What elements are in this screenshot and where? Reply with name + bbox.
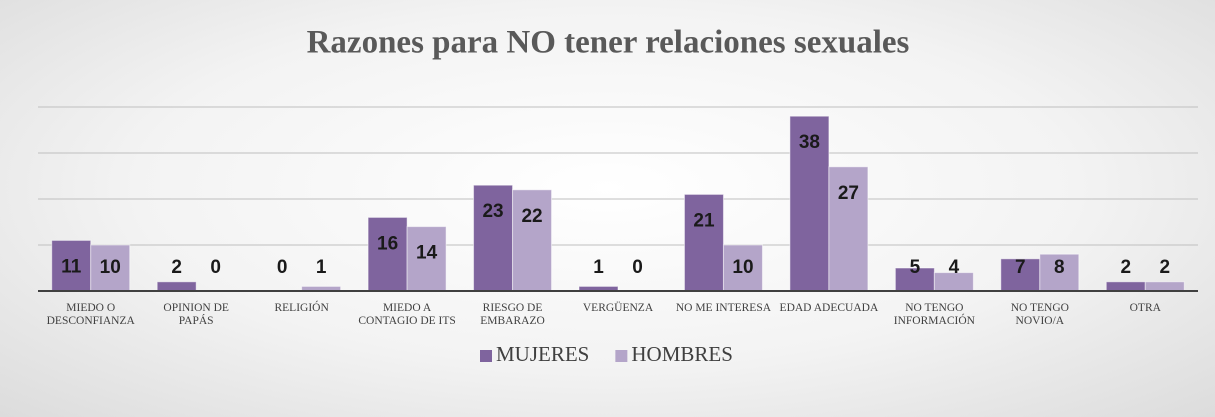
data-label: 11	[61, 256, 82, 277]
chart-title: Razones para NO tener relaciones sexuale…	[307, 25, 910, 61]
data-label: 2	[1159, 257, 1170, 278]
legend-swatch	[615, 350, 628, 362]
data-label: 16	[377, 233, 398, 254]
data-label: 10	[732, 257, 753, 278]
data-label: 4	[949, 257, 960, 278]
bar	[683, 193, 724, 292]
x-tick-label: MIEDO O DESCONFIANZA	[46, 302, 135, 327]
legend-label: MUJERES	[496, 342, 589, 366]
x-tick-label: VERGÜENZA	[582, 302, 654, 314]
data-label: 7	[1015, 257, 1026, 278]
data-label: 5	[910, 257, 921, 278]
bar	[828, 166, 869, 292]
bar	[156, 281, 197, 292]
bar	[1105, 281, 1146, 292]
data-label: 38	[799, 132, 820, 153]
bar	[367, 216, 408, 292]
data-label: 1	[316, 257, 327, 278]
bar	[789, 115, 830, 292]
data-label: 27	[838, 183, 859, 204]
x-tick-label: OTRA	[1129, 302, 1161, 314]
data-label: 2	[1120, 257, 1131, 278]
data-label: 0	[277, 257, 288, 278]
data-label: 23	[482, 201, 503, 222]
bar	[1039, 253, 1080, 292]
data-label: 10	[100, 257, 121, 278]
x-tick-label: NO TENGO NOVIO/A	[1010, 302, 1069, 327]
x-tick-label: NO TENGO INFORMACIÓN	[893, 302, 975, 327]
x-tick-label: NO ME INTERESA	[675, 302, 772, 314]
data-label: 14	[416, 243, 438, 264]
bar	[512, 189, 553, 292]
x-tick-label: EDAD ADECUADA	[779, 302, 879, 314]
data-label: 1	[593, 257, 604, 278]
data-label: 21	[693, 210, 715, 231]
legend-swatch	[480, 350, 492, 362]
data-label: 22	[521, 206, 542, 227]
bar	[1144, 281, 1185, 292]
bar	[722, 244, 763, 292]
x-tick-label: MIEDO A CONTAGIO DE ITS	[358, 302, 456, 327]
data-label: 0	[210, 257, 221, 278]
data-label: 8	[1054, 257, 1065, 278]
legend-label: HOMBRES	[631, 342, 733, 366]
x-tick-label: RIESGO DE EMBARAZO	[480, 302, 545, 327]
data-label: 0	[632, 257, 643, 278]
bar	[406, 226, 447, 292]
x-tick-label: OPINION DE PAPÁS	[163, 302, 229, 327]
bar	[51, 239, 92, 292]
bar	[473, 184, 514, 292]
data-label: 2	[171, 257, 182, 278]
x-tick-label: RELIGIÓN	[274, 302, 329, 314]
